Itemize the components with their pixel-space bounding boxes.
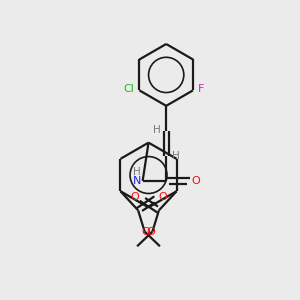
Text: F: F	[198, 84, 204, 94]
Text: O: O	[142, 227, 150, 237]
Text: O: O	[147, 227, 155, 237]
Text: N: N	[133, 176, 142, 186]
Text: H: H	[153, 125, 160, 135]
Text: O: O	[192, 176, 201, 186]
Text: O: O	[130, 192, 139, 202]
Text: Cl: Cl	[124, 84, 135, 94]
Text: O: O	[158, 192, 167, 202]
Text: H: H	[172, 152, 179, 161]
Text: H: H	[134, 167, 141, 177]
